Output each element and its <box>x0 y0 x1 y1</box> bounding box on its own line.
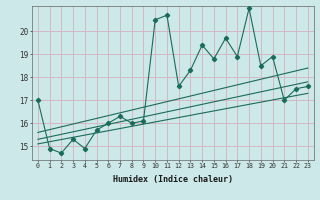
X-axis label: Humidex (Indice chaleur): Humidex (Indice chaleur) <box>113 175 233 184</box>
